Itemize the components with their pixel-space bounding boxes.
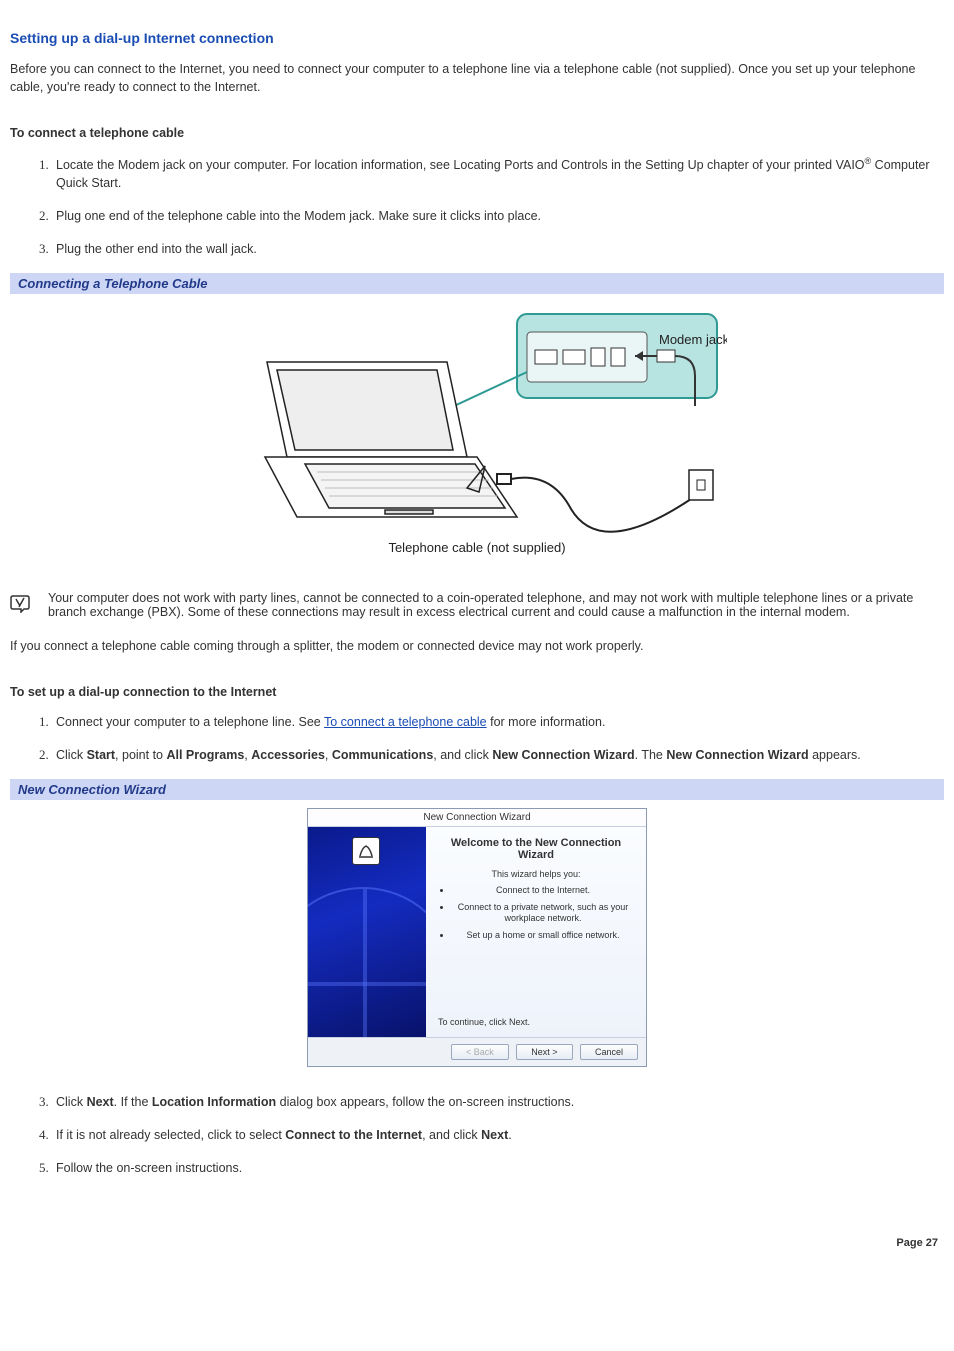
steps-connect-cable: Locate the Modem jack on your computer. … xyxy=(10,154,944,259)
wizard-titlebar: New Connection Wizard xyxy=(308,809,646,827)
wizard-next-button[interactable]: Next > xyxy=(516,1044,572,1060)
label-modem-jack: Modem jack xyxy=(659,332,727,347)
wizard-back-button[interactable]: < Back xyxy=(451,1044,509,1060)
wizard-continue-text: To continue, click Next. xyxy=(438,1017,530,1027)
step2-1: Connect your computer to a telephone lin… xyxy=(52,713,944,732)
step-3: Plug the other end into the wall jack. xyxy=(52,240,944,259)
page-title: Setting up a dial-up Internet connection xyxy=(10,30,944,46)
note-icon xyxy=(10,593,34,616)
wizard-sidebar xyxy=(308,827,426,1037)
wizard-heading: Welcome to the New Connection Wizard xyxy=(438,837,634,861)
figure-telephone-cable: Modem jack Telephone cable (not supp xyxy=(10,302,944,565)
step2-2: Click Start, point to All Programs, Acce… xyxy=(52,746,944,765)
link-connect-telephone-cable[interactable]: To connect a telephone cable xyxy=(324,715,487,729)
step-2: Plug one end of the telephone cable into… xyxy=(52,207,944,226)
figure1-caption: Connecting a Telephone Cable xyxy=(10,273,944,294)
subheading-setup-dialup: To set up a dial-up connection to the In… xyxy=(10,683,944,701)
step2-3: Click Next. If the Location Information … xyxy=(52,1093,944,1112)
step-1: Locate the Modem jack on your computer. … xyxy=(52,154,944,193)
steps-setup-dialup: Connect your computer to a telephone lin… xyxy=(10,713,944,765)
intro-paragraph: Before you can connect to the Internet, … xyxy=(10,60,944,96)
wizard-bullet-1: Connect to the Internet. xyxy=(452,885,634,897)
steps-setup-dialup-cont: Click Next. If the Location Information … xyxy=(10,1093,944,1178)
note-text-2: If you connect a telephone cable coming … xyxy=(10,637,944,655)
wizard-cancel-button[interactable]: Cancel xyxy=(580,1044,638,1060)
step2-4: If it is not already selected, click to … xyxy=(52,1126,944,1145)
wizard-sidebar-icon xyxy=(352,837,380,865)
note-block: Your computer does not work with party l… xyxy=(10,591,944,619)
figure-new-connection-wizard: New Connection Wizard Welcome to the New… xyxy=(10,808,944,1067)
wizard-bullet-3: Set up a home or small office network. xyxy=(452,930,634,942)
wizard-bullet-2: Connect to a private network, such as yo… xyxy=(452,902,634,925)
wizard-helps-label: This wizard helps you: xyxy=(438,869,634,879)
subheading-connect-cable: To connect a telephone cable xyxy=(10,124,944,142)
page-number: Page 27 xyxy=(10,1237,944,1249)
note-text-1: Your computer does not work with party l… xyxy=(48,591,913,619)
figure2-caption: New Connection Wizard xyxy=(10,779,944,800)
step2-5: Follow the on-screen instructions. xyxy=(52,1159,944,1178)
label-telephone-cable: Telephone cable (not supplied) xyxy=(388,540,565,555)
